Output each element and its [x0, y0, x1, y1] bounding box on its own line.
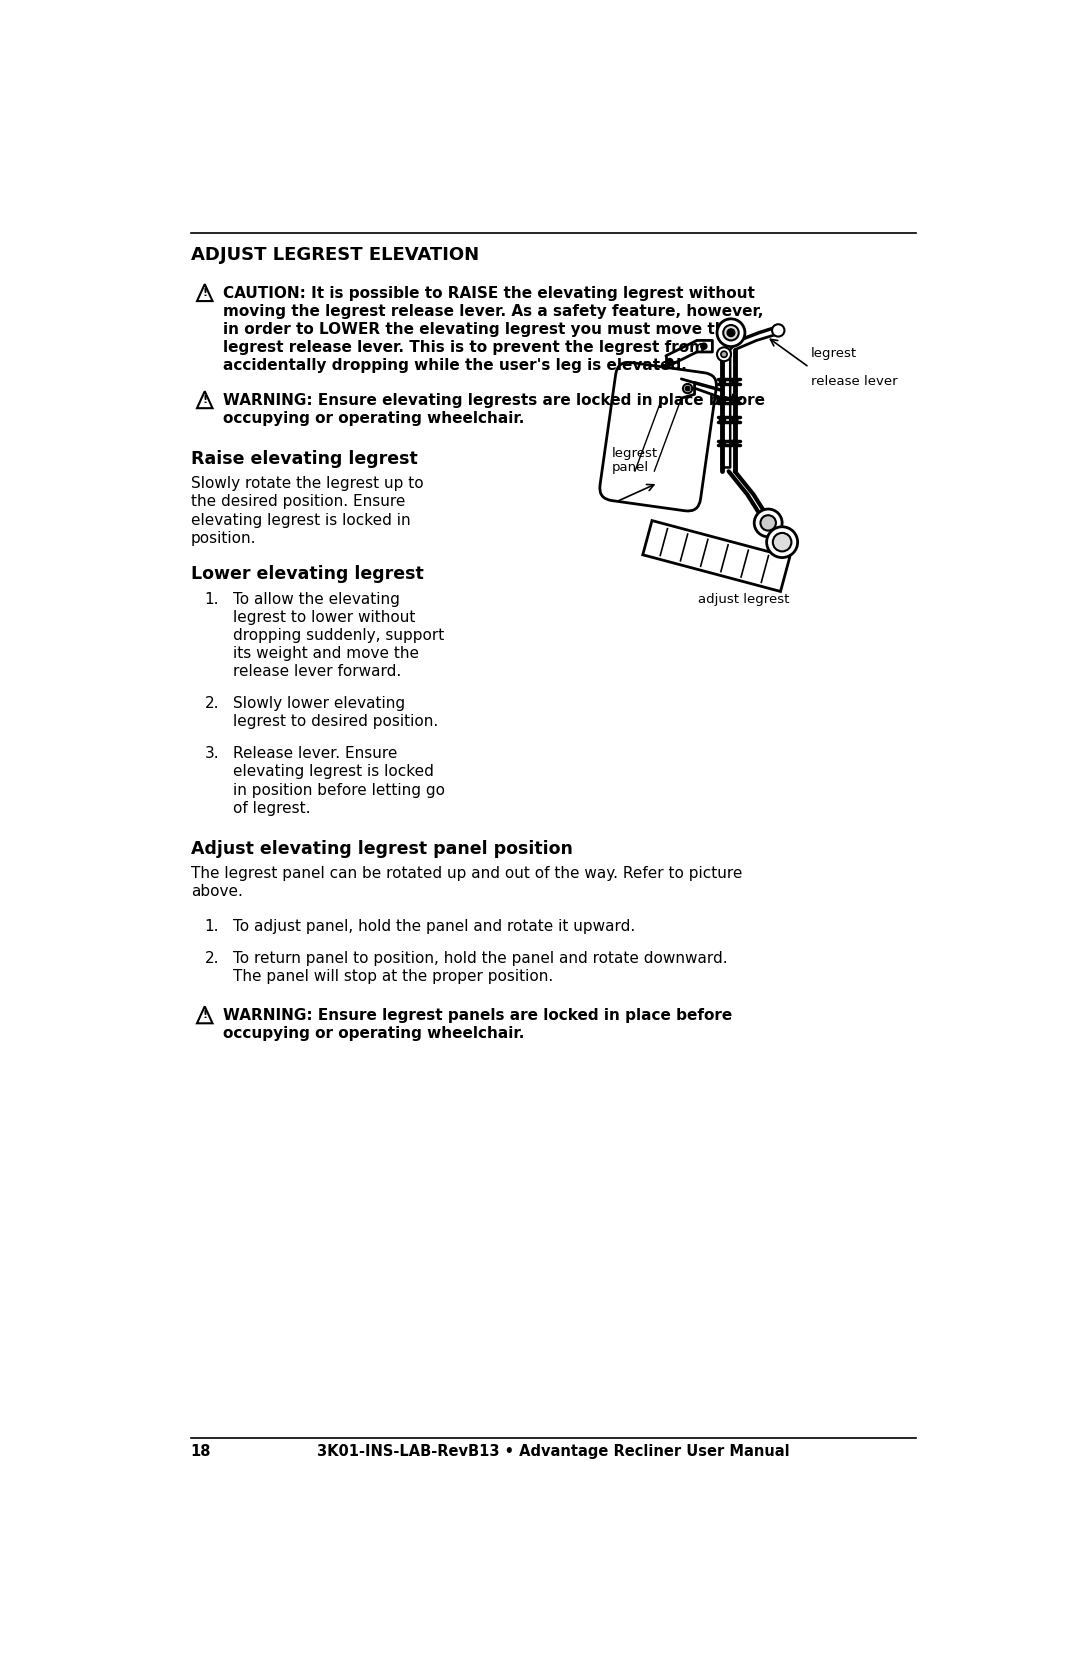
- Text: !: !: [202, 394, 207, 404]
- Circle shape: [721, 350, 727, 357]
- Text: WARNING: Ensure legrest panels are locked in place before: WARNING: Ensure legrest panels are locke…: [224, 1008, 732, 1023]
- FancyBboxPatch shape: [643, 521, 789, 591]
- Circle shape: [719, 417, 726, 422]
- Circle shape: [717, 319, 745, 347]
- Circle shape: [732, 439, 738, 446]
- Text: The legrest panel can be rotated up and out of the way. Refer to picture: The legrest panel can be rotated up and …: [191, 866, 742, 881]
- Text: 1.: 1.: [205, 920, 219, 935]
- Circle shape: [701, 344, 707, 349]
- Text: The panel will stop at the proper position.: The panel will stop at the proper positi…: [233, 970, 554, 985]
- Circle shape: [683, 384, 692, 394]
- Text: legrest to desired position.: legrest to desired position.: [233, 714, 438, 729]
- Text: dropping suddenly, support: dropping suddenly, support: [233, 628, 445, 643]
- Text: Raise elevating legrest: Raise elevating legrest: [191, 449, 418, 467]
- Text: of legrest.: of legrest.: [233, 801, 311, 816]
- Circle shape: [719, 439, 726, 446]
- Text: CAUTION: It is possible to RAISE the elevating legrest without: CAUTION: It is possible to RAISE the ele…: [224, 285, 755, 300]
- Text: occupying or operating wheelchair.: occupying or operating wheelchair.: [224, 411, 525, 426]
- Circle shape: [772, 324, 784, 337]
- Text: adjust legrest: adjust legrest: [698, 592, 789, 606]
- Circle shape: [754, 509, 782, 537]
- Circle shape: [666, 359, 673, 364]
- Text: occupying or operating wheelchair.: occupying or operating wheelchair.: [224, 1026, 525, 1041]
- Circle shape: [732, 417, 738, 422]
- Text: Adjust elevating legrest panel position: Adjust elevating legrest panel position: [191, 840, 572, 858]
- Text: 18: 18: [191, 1444, 212, 1459]
- Text: release lever forward.: release lever forward.: [233, 664, 402, 679]
- Circle shape: [760, 516, 775, 531]
- Text: Slowly rotate the legrest up to: Slowly rotate the legrest up to: [191, 476, 423, 491]
- Text: legrest: legrest: [611, 447, 658, 459]
- Circle shape: [773, 532, 792, 551]
- Text: 2.: 2.: [205, 696, 219, 711]
- Text: elevating legrest is locked in: elevating legrest is locked in: [191, 512, 410, 527]
- Text: its weight and move the: its weight and move the: [233, 646, 419, 661]
- Text: ADJUST LEGREST ELEVATION: ADJUST LEGREST ELEVATION: [191, 247, 478, 264]
- Text: 3.: 3.: [205, 746, 219, 761]
- Circle shape: [724, 325, 739, 340]
- Text: above.: above.: [191, 885, 243, 900]
- Text: in order to LOWER the elevating legrest you must move the: in order to LOWER the elevating legrest …: [224, 322, 737, 337]
- Text: WARNING: Ensure elevating legrests are locked in place before: WARNING: Ensure elevating legrests are l…: [224, 392, 766, 407]
- Text: the desired position. Ensure: the desired position. Ensure: [191, 494, 405, 509]
- Text: To adjust panel, hold the panel and rotate it upward.: To adjust panel, hold the panel and rota…: [233, 920, 636, 935]
- Text: release lever: release lever: [811, 361, 897, 387]
- Circle shape: [767, 527, 798, 557]
- Text: position.: position.: [191, 531, 256, 546]
- Text: legrest release lever. This is to prevent the legrest from: legrest release lever. This is to preven…: [224, 340, 705, 355]
- Circle shape: [717, 347, 731, 361]
- Text: !: !: [202, 287, 207, 297]
- Circle shape: [727, 329, 734, 337]
- Text: in position before letting go: in position before letting go: [233, 783, 445, 798]
- Circle shape: [732, 379, 738, 384]
- Text: legrest: legrest: [811, 347, 856, 361]
- Circle shape: [719, 379, 726, 384]
- Text: 3K01-INS-LAB-RevB13 • Advantage Recliner User Manual: 3K01-INS-LAB-RevB13 • Advantage Recliner…: [318, 1444, 789, 1459]
- Text: Slowly lower elevating: Slowly lower elevating: [233, 696, 406, 711]
- Text: 2.: 2.: [205, 951, 219, 966]
- FancyBboxPatch shape: [599, 362, 716, 511]
- Text: !: !: [202, 1010, 207, 1020]
- Circle shape: [719, 397, 726, 404]
- Text: To allow the elevating: To allow the elevating: [233, 592, 401, 608]
- Circle shape: [732, 397, 738, 404]
- Text: Release lever. Ensure: Release lever. Ensure: [233, 746, 397, 761]
- Text: elevating legrest is locked: elevating legrest is locked: [233, 764, 434, 779]
- Text: To return panel to position, hold the panel and rotate downward.: To return panel to position, hold the pa…: [233, 951, 728, 966]
- Text: Lower elevating legrest: Lower elevating legrest: [191, 566, 423, 584]
- Text: 1.: 1.: [205, 592, 219, 608]
- Text: moving the legrest release lever. As a safety feature, however,: moving the legrest release lever. As a s…: [224, 304, 764, 319]
- Circle shape: [685, 386, 690, 391]
- Text: accidentally dropping while the user's leg is elevated.: accidentally dropping while the user's l…: [224, 359, 687, 374]
- Text: panel: panel: [611, 461, 649, 474]
- Text: legrest to lower without: legrest to lower without: [233, 611, 416, 626]
